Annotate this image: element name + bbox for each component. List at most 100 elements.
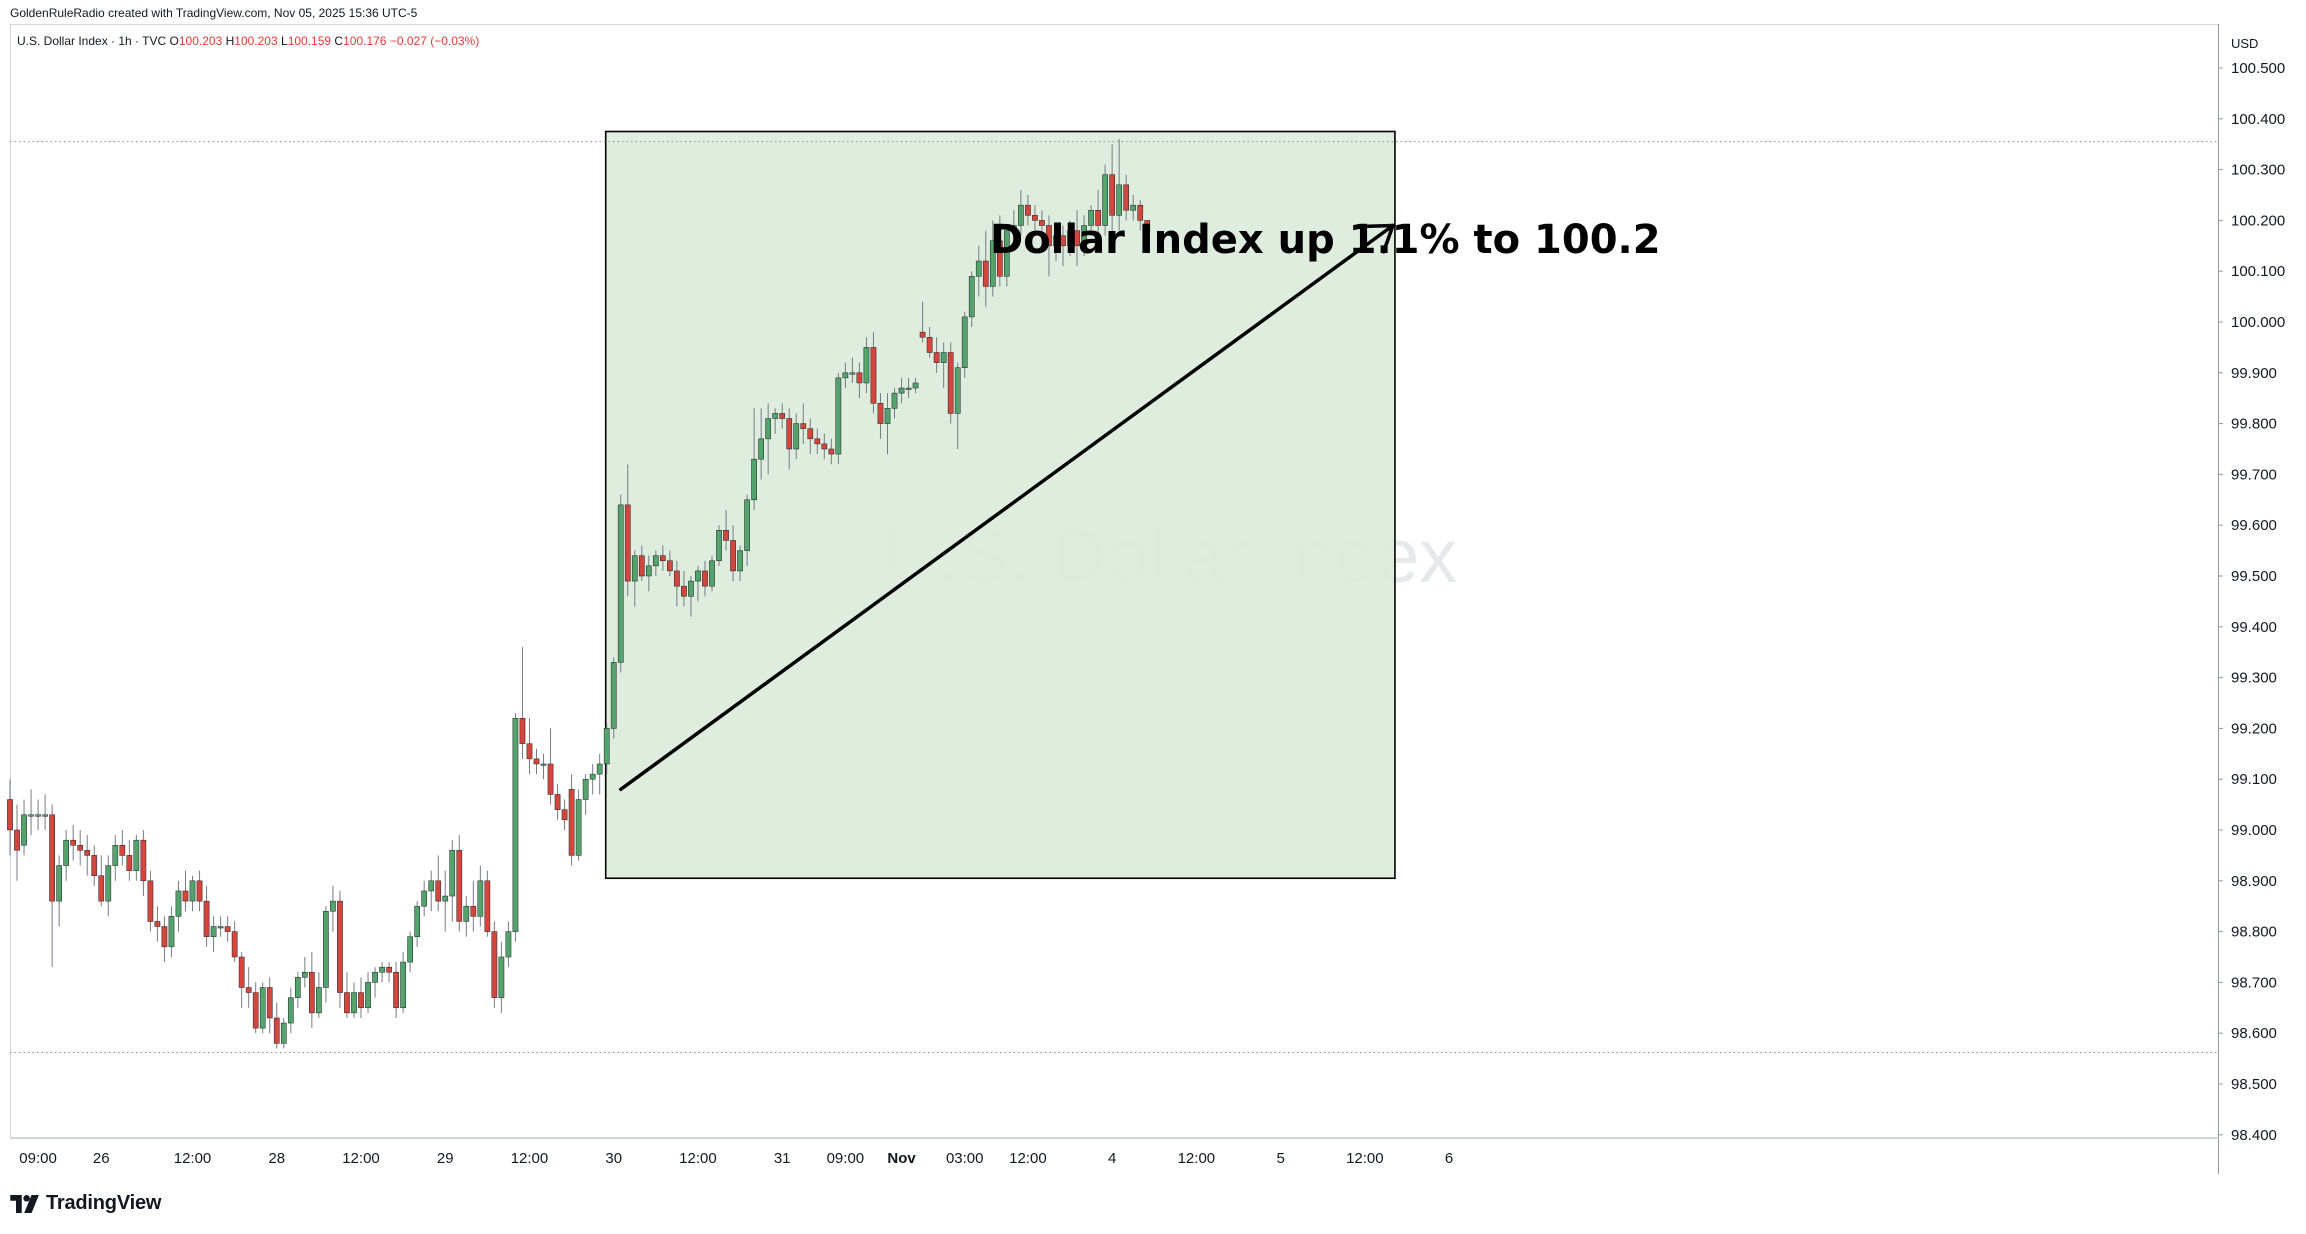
candle-down (526, 743, 533, 760)
candle-down (70, 839, 77, 846)
trend-arrow-line (618, 223, 1395, 792)
candle-up (21, 814, 27, 846)
candle-up (744, 499, 750, 551)
candle-down (926, 336, 933, 353)
candle-down (203, 900, 210, 937)
y-tick-label: 99.800 (2231, 416, 2277, 433)
x-tick-label: 29 (437, 1150, 454, 1167)
candle-down (393, 971, 399, 1009)
tradingview-brand: TradingView (46, 1192, 162, 1214)
candle-up (688, 580, 694, 597)
x-tick-label: 03:00 (946, 1150, 984, 1167)
candle-up (891, 392, 898, 409)
candle-up (407, 936, 413, 963)
close-label: C (334, 34, 344, 48)
x-tick-label: 12:00 (1346, 1150, 1384, 1167)
candle-up (652, 555, 659, 567)
candle-down (182, 890, 189, 902)
candle-up (835, 377, 842, 455)
candle-down (561, 809, 568, 821)
candle-down (1095, 209, 1101, 226)
candle-down (484, 880, 491, 932)
candle-down (807, 428, 814, 440)
candle-down (386, 966, 392, 973)
tradingview-logo[interactable]: TradingView (10, 1192, 161, 1215)
y-tick-label: 99.300 (2231, 670, 2277, 687)
candle-down (814, 438, 821, 445)
symbol-label: U.S. Dollar Index · 1h · TVC (17, 34, 167, 48)
x-tick-label: Nov (887, 1150, 916, 1167)
candle-down (84, 850, 91, 856)
y-tick-label: 99.700 (2231, 466, 2277, 483)
candle-down (91, 855, 98, 876)
candle-down (624, 504, 631, 582)
candle-down (870, 347, 877, 404)
candle-up (1102, 174, 1108, 226)
candle-up (695, 570, 701, 582)
candle-up (477, 880, 484, 917)
candle-up (975, 260, 982, 277)
y-tick-label: 98.800 (2231, 924, 2277, 941)
candle-up (610, 662, 617, 729)
candle-down (344, 992, 350, 1014)
candle-up (589, 773, 596, 780)
close-value: 100.176 (343, 34, 387, 48)
candle-up (912, 382, 919, 389)
candle-down (231, 931, 238, 958)
candle-down (7, 799, 13, 831)
candle-down (568, 789, 575, 856)
candle-up (365, 982, 371, 1009)
candle-down (98, 875, 105, 902)
candle-up (1067, 230, 1073, 247)
candle-down (337, 900, 343, 993)
candle-up (1003, 230, 1010, 277)
candle-down (723, 530, 729, 541)
candle-down (1144, 220, 1151, 231)
candle-up (175, 890, 182, 917)
candle-down (140, 839, 147, 882)
candle-down (196, 880, 203, 902)
candle-up (442, 895, 449, 902)
x-tick-label: 09:00 (19, 1150, 57, 1167)
candle-up (1088, 209, 1094, 226)
candle-up (323, 911, 329, 988)
candle-up (793, 423, 800, 450)
candle-up (758, 438, 764, 460)
candle-up (645, 565, 652, 577)
candle-down (786, 418, 793, 450)
y-tick-label: 99.500 (2231, 568, 2277, 585)
candle-down (238, 956, 245, 988)
candle-down (470, 905, 477, 917)
x-tick-label: 6 (1445, 1150, 1453, 1167)
candle-down (660, 555, 666, 562)
candle-up (1011, 225, 1017, 231)
candle-up (414, 905, 421, 937)
y-tick-label: 98.900 (2231, 873, 2277, 890)
x-tick-label: 12:00 (1009, 1150, 1047, 1167)
candle-up (961, 316, 968, 368)
candle-down (821, 443, 828, 450)
candle-down (800, 423, 807, 429)
x-tick-label: 26 (93, 1150, 110, 1167)
candle-up (463, 905, 470, 922)
candle-up (301, 971, 308, 978)
candle-down (161, 926, 168, 948)
y-tick-label: 99.600 (2231, 517, 2277, 534)
candle-down (154, 921, 161, 927)
candle-up (35, 814, 41, 817)
candle-up (56, 865, 62, 902)
candle-up (842, 372, 849, 379)
candle-up (372, 971, 378, 983)
candle-down (491, 931, 498, 998)
open-value: 100.203 (178, 34, 223, 48)
candle-down (519, 717, 526, 744)
candle-down (1025, 204, 1031, 216)
candle-up (596, 763, 603, 775)
candle-up (449, 850, 456, 897)
candle-up (751, 458, 757, 501)
candle-down (126, 855, 133, 871)
candle-up (280, 1022, 287, 1044)
candle-up (1130, 204, 1137, 211)
candle-up (849, 372, 856, 375)
